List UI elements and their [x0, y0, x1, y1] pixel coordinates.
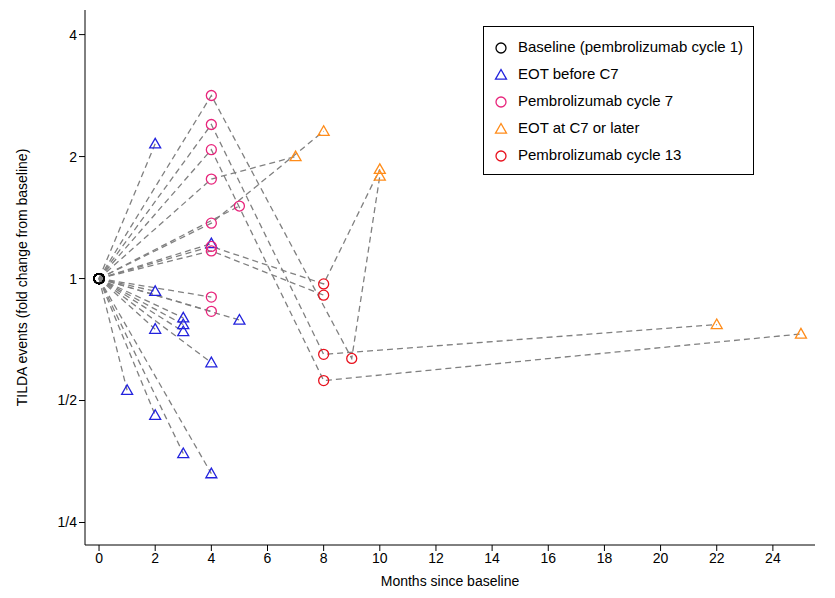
- html-text:EOT at C7 or later: EOT at C7 or later: [518, 119, 640, 136]
- svg-text:24: 24: [765, 550, 781, 566]
- svg-text:12: 12: [428, 550, 444, 566]
- svg-text:4: 4: [207, 550, 215, 566]
- svg-text:8: 8: [320, 550, 328, 566]
- svg-text:TILDA events (fold change from: TILDA events (fold change from baseline): [14, 149, 30, 407]
- svg-text:4: 4: [69, 27, 77, 43]
- html-text:Baseline (pembrolizumab cycle: Baseline (pembrolizumab cycle 1): [518, 38, 744, 55]
- svg-text:2: 2: [69, 149, 77, 165]
- svg-text:2: 2: [151, 550, 159, 566]
- html-text:EOT before C7: EOT before C7: [518, 65, 619, 82]
- svg-text:20: 20: [653, 550, 669, 566]
- html-text:Pembrolizumab cycle 7: Pembrolizumab cycle 7: [518, 92, 674, 109]
- svg-text:1/2: 1/2: [58, 392, 78, 408]
- svg-text:1/4: 1/4: [58, 514, 78, 530]
- svg-text:14: 14: [484, 550, 500, 566]
- svg-text:1: 1: [69, 271, 77, 287]
- svg-text:6: 6: [264, 550, 272, 566]
- svg-text:22: 22: [709, 550, 725, 566]
- html-text:Pembrolizumab cycle 13: Pembrolizumab cycle 13: [518, 146, 682, 163]
- svg-text:10: 10: [372, 550, 388, 566]
- svg-text:16: 16: [540, 550, 556, 566]
- svg-text:0: 0: [95, 550, 103, 566]
- svg-text:18: 18: [597, 550, 613, 566]
- svg-text:Months since baseline: Months since baseline: [381, 573, 520, 589]
